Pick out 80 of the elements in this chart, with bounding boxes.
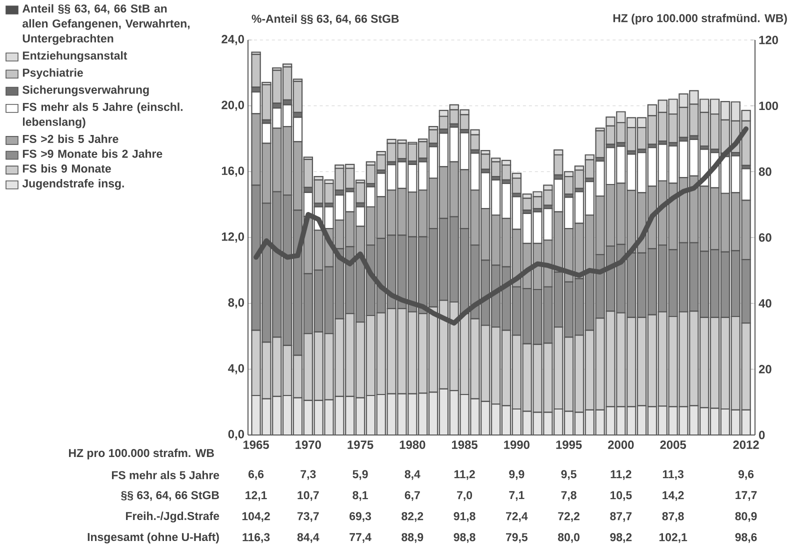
text: 7,8: [561, 491, 576, 501]
y-tick-label: 8,0: [228, 298, 244, 308]
text: 8,4: [404, 470, 420, 480]
text: 9,9: [509, 470, 524, 480]
text: FS mehr als 5 Jahre: [112, 470, 220, 480]
text: 87,8: [662, 512, 684, 522]
legend-label: Psychiatrie: [22, 68, 83, 80]
x-tick-label: 1970: [296, 440, 321, 449]
text: 14,2: [662, 491, 684, 501]
x-tick-label: 1985: [452, 440, 478, 449]
x-tick-label: 2012: [733, 440, 759, 449]
x-tick-label: 1990: [504, 440, 530, 449]
text: 91,8: [454, 512, 476, 522]
text: 104,2: [242, 512, 270, 522]
x-tick-label: 1980: [400, 440, 426, 449]
text: 11,2: [610, 470, 632, 480]
text: 77,4: [350, 533, 372, 543]
y2-tick-label: 0: [759, 430, 765, 440]
legend-label: FS >2 bis 5 Jahre: [22, 134, 118, 144]
text: 80,0: [558, 533, 580, 543]
text: 98,6: [735, 533, 757, 543]
x-tick-label: 2000: [608, 440, 634, 449]
text: 10,7: [298, 491, 319, 501]
text: HZ pro 100.000 strafm. WB: [69, 448, 214, 460]
legend-label: Sicherungsverwahrung: [22, 85, 149, 96]
y2-tick-label: 40: [758, 299, 772, 308]
x-tick-label: 1995: [556, 440, 582, 449]
text: 87,7: [610, 512, 632, 522]
text: 17,7: [736, 491, 757, 501]
text: 72,4: [506, 512, 528, 522]
text: 12,1: [246, 491, 267, 501]
y-tick-label: 12,0: [222, 232, 244, 243]
text: 80,9: [735, 512, 757, 522]
y2-axis-title: HZ (pro 100.000 strafmünd. WB): [613, 14, 787, 24]
text: 116,3: [242, 533, 270, 543]
text: 10,5: [610, 491, 632, 501]
y-tick-label: 4,0: [228, 364, 244, 374]
text: 98,8: [454, 533, 476, 543]
legend-label: FS >9 Monate bis 2 Jahre: [22, 149, 162, 158]
y-tick-label: 0,0: [228, 430, 244, 440]
text: 72,2: [558, 512, 580, 522]
y2-tick-label: 120: [759, 36, 778, 44]
text: 7,1: [509, 491, 524, 501]
text: 6,6: [248, 470, 264, 480]
text: 7,3: [300, 470, 316, 480]
text: 5,9: [352, 470, 368, 480]
x-tick-label: 1975: [348, 440, 374, 449]
legend-label: FS mehr als 5 Jahre (einschl. lebenslang): [22, 102, 182, 128]
legend-label: Anteil §§ 63, 64, 66 StB an allen Gefangenen, Verwahrten, Untergebrachten: [22, 4, 190, 45]
text: 7,0: [457, 491, 472, 501]
text: 9,5: [561, 470, 576, 480]
y2-tick-label: 100: [759, 102, 778, 110]
y-tick-label: 24,0: [222, 34, 244, 46]
text: 73,7: [297, 512, 319, 522]
legend-label: FS bis 9 Monate: [22, 164, 111, 173]
text: 6,7: [404, 491, 420, 501]
text: 69,3: [350, 512, 372, 522]
text: 9,6: [738, 470, 754, 480]
text: 82,2: [402, 512, 424, 522]
text: §§ 63, 64, 66 StGB: [121, 491, 219, 501]
text: 11,3: [662, 470, 684, 480]
legend-label: Jugendstrafe insg.: [22, 179, 124, 190]
text: 102,1: [659, 533, 688, 543]
text: 8,1: [352, 491, 368, 501]
x-tick-label: 2005: [660, 440, 686, 449]
text: 79,5: [506, 533, 528, 543]
text: Freih.-/Jgd.Strafe: [126, 512, 220, 522]
y-tick-label: 20,0: [222, 100, 244, 111]
legend-label: Entziehungsanstalt: [22, 51, 128, 62]
text: Insgesamt (ohne U-Haft): [88, 532, 219, 544]
x-tick-label: 1965: [243, 440, 269, 449]
text: 84,4: [297, 533, 320, 543]
text: 11,2: [454, 470, 475, 480]
y2-tick-label: 80: [758, 167, 772, 176]
text: 98,2: [610, 533, 632, 543]
y-axis-title: %-Anteil §§ 63, 64, 66 StGB: [252, 14, 399, 24]
text: 88,9: [402, 533, 424, 543]
y2-tick-label: 20: [758, 364, 772, 374]
y2-tick-label: 60: [758, 233, 772, 242]
y-tick-label: 16,0: [222, 166, 244, 177]
